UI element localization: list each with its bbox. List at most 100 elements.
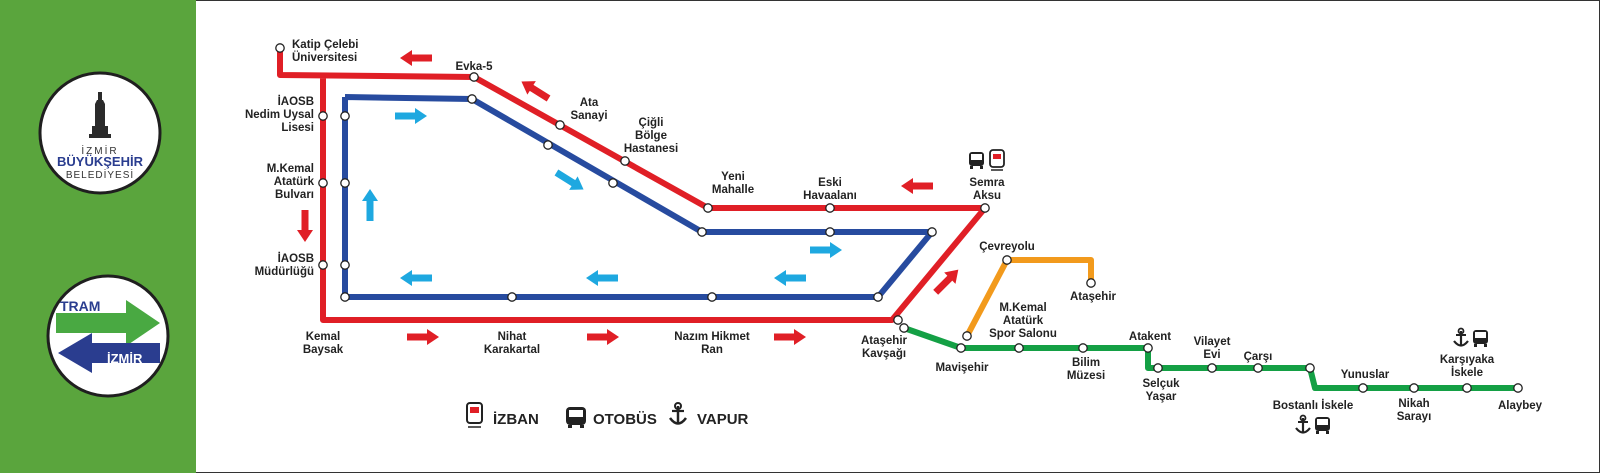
bostanli-transfer-icons [1295, 414, 1330, 434]
station-label-cevreyolu: Çevreyolu [979, 241, 1035, 253]
karsiyaka-transfer-icons [1453, 327, 1488, 347]
station-dot [1078, 343, 1088, 353]
izban-train-icon [989, 149, 1005, 171]
tram-izmir-logo: TRAM İZMİR [46, 274, 170, 398]
station-dot [1143, 343, 1153, 353]
direction-arrow-icon [297, 210, 313, 242]
station-label-iaosb-nedim: İAOSB Nedim Uysal Lisesi [245, 95, 314, 134]
station-dot [1014, 343, 1024, 353]
station-dot [873, 292, 883, 302]
green-side-panel [0, 0, 196, 473]
bus-icon [969, 152, 984, 169]
station-label-semra-aksu: Semra Aksu [969, 177, 1005, 202]
station-dot [275, 43, 285, 53]
station-dot [340, 111, 350, 121]
station-dot [956, 343, 966, 353]
tram-logo-word-izmir: İZMİR [107, 351, 143, 366]
station-label-katip-celebi: Katip Çelebi Üniversitesi [292, 39, 358, 64]
anchor-icon [1295, 414, 1311, 434]
station-dot [1305, 363, 1315, 373]
station-label-bilim-muzesi: Bilim Müzesi [1067, 357, 1105, 382]
direction-arrow-icon [774, 329, 806, 345]
station-dot [893, 315, 903, 325]
station-dot [1409, 383, 1419, 393]
station-dot [1513, 383, 1523, 393]
station-dot [962, 331, 972, 341]
station-label-mavisehir: Mavişehir [935, 362, 989, 374]
station-dot [340, 292, 350, 302]
logo-text-belediyesi: BELEDİYESİ [66, 168, 134, 181]
direction-arrow-icon [586, 270, 618, 286]
station-label-nihat-karakartal: Nihat Karakartal [484, 331, 540, 356]
station-label-cigli-bolge: Çiğli Bölge Hastanesi [624, 117, 678, 155]
station-labels: Katip Çelebi Üniversitesi Evka-5 Ata Sanayi Ç… [245, 39, 1543, 423]
station-label-atasehir: Ataşehir [1070, 291, 1117, 303]
station-label-evka5: Evka-5 [455, 61, 493, 73]
station-dot [1253, 363, 1263, 373]
station-dot [318, 178, 328, 188]
logo-text-izmir: İZMİR [81, 144, 118, 157]
direction-arrow-icon [362, 189, 378, 221]
station-dot [555, 120, 565, 130]
station-label-nazim-hikmet: Nazım Hikmet Ran [674, 331, 750, 356]
direction-arrow-icon [587, 329, 619, 345]
direction-arrow-icon [554, 169, 584, 190]
legend-ferry-label: VAPUR [697, 411, 749, 428]
station-dot [1462, 383, 1472, 393]
station-dot [1358, 383, 1368, 393]
izban-train-icon [466, 402, 483, 428]
station-label-iaosb-mudurlugu: İAOSB Müdürlüğü [255, 252, 314, 278]
anchor-icon [1453, 327, 1469, 347]
station-dot [340, 260, 350, 270]
tram-arrows-icon [56, 300, 160, 373]
direction-arrow-icon [933, 269, 959, 295]
station-dot [825, 203, 835, 213]
station-dot [608, 178, 618, 188]
direction-arrow-icon [774, 270, 806, 286]
station-dot [927, 227, 937, 237]
station-dot [1153, 363, 1163, 373]
direction-arrow-icon [521, 81, 551, 102]
station-dot [899, 323, 909, 333]
station-label-eski-havaalani: Eski Havaalanı [803, 177, 857, 202]
station-label-ata-sanayi: Ata Sanayi [570, 97, 607, 122]
station-dot [1086, 278, 1096, 288]
tram-logo-word-tram: TRAM [60, 298, 100, 314]
direction-arrow-icon [901, 178, 933, 194]
direction-arrow-icon [810, 242, 842, 258]
legend-bus-label: OTOBÜS [593, 411, 657, 428]
station-dot [469, 72, 479, 82]
station-dot [697, 227, 707, 237]
station-label-bostanli-iskele: Bostanlı İskele [1273, 399, 1354, 412]
bus-icon [1473, 330, 1488, 347]
station-dot [340, 178, 350, 188]
station-dot [467, 94, 477, 104]
station-label-mkemal-spor: M.Kemal Atatürk Spor Salonu [989, 302, 1057, 340]
station-dot [825, 227, 835, 237]
station-dots [275, 43, 1523, 393]
station-dot [507, 292, 517, 302]
station-label-vilayet-evi: Vilayet Evi [1194, 336, 1231, 361]
station-label-atakent: Atakent [1129, 331, 1171, 343]
anchor-icon [668, 402, 688, 425]
station-label-yeni-mahalle: Yeni Mahalle [712, 171, 754, 196]
direction-arrow-icon [395, 108, 427, 124]
direction-arrow-icon [407, 329, 439, 345]
red-route-line [277, 48, 988, 323]
station-dot [703, 203, 713, 213]
station-label-alaybey: Alaybey [1498, 400, 1543, 412]
station-dot [980, 203, 990, 213]
direction-arrow-icon [400, 50, 432, 66]
izmir-municipality-logo: İZMİR BÜYÜKŞEHİR BELEDİYESİ [38, 71, 162, 195]
station-label-selcuk-yasar: Selçuk Yaşar [1142, 378, 1180, 403]
clock-tower-icon [89, 92, 111, 138]
station-label-nikah-sarayi: Nikah Sarayı [1397, 398, 1432, 423]
station-dot [707, 292, 717, 302]
station-label-atasehir-kavsagi: Ataşehir Kavşağı [861, 335, 908, 360]
legend: İZBAN OTOBÜS VAPUR [466, 402, 749, 428]
station-dot [543, 140, 553, 150]
station-dot [318, 111, 328, 121]
station-label-kemal-baysak: Kemal Baysak [303, 331, 344, 356]
orange-route-line [964, 257, 1094, 338]
